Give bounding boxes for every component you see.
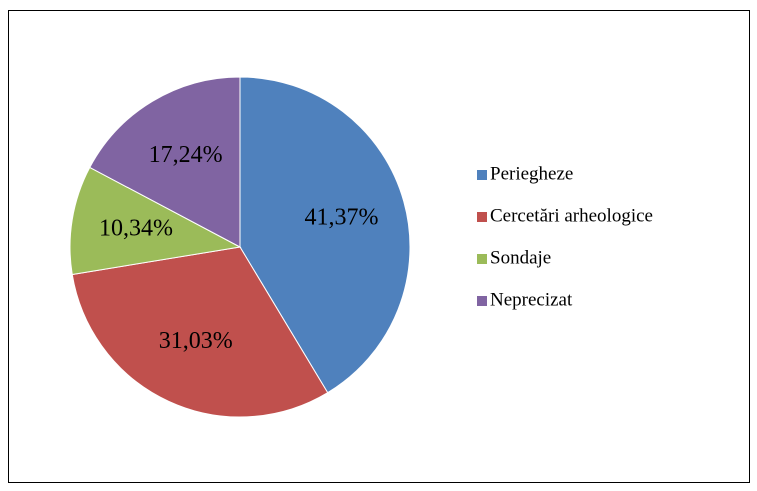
legend-label: Cercetări arheologice xyxy=(490,205,653,226)
legend-label: Periegheze xyxy=(490,163,573,184)
legend-label: Neprecizat xyxy=(490,289,573,310)
pie-slice xyxy=(89,76,241,248)
data-label: 41,37% xyxy=(305,204,379,230)
legend-label: Sondaje xyxy=(490,247,551,268)
pie-slice xyxy=(71,246,329,418)
legend-swatch xyxy=(477,254,487,264)
legend-swatch xyxy=(477,170,487,180)
legend-swatch xyxy=(477,212,487,222)
data-label: 10,34% xyxy=(99,215,173,241)
data-label: 31,03% xyxy=(159,328,233,354)
pie-slice xyxy=(239,76,411,394)
data-label: 17,24% xyxy=(149,142,223,168)
pie-slice xyxy=(69,166,242,276)
legend-swatch xyxy=(477,296,487,306)
